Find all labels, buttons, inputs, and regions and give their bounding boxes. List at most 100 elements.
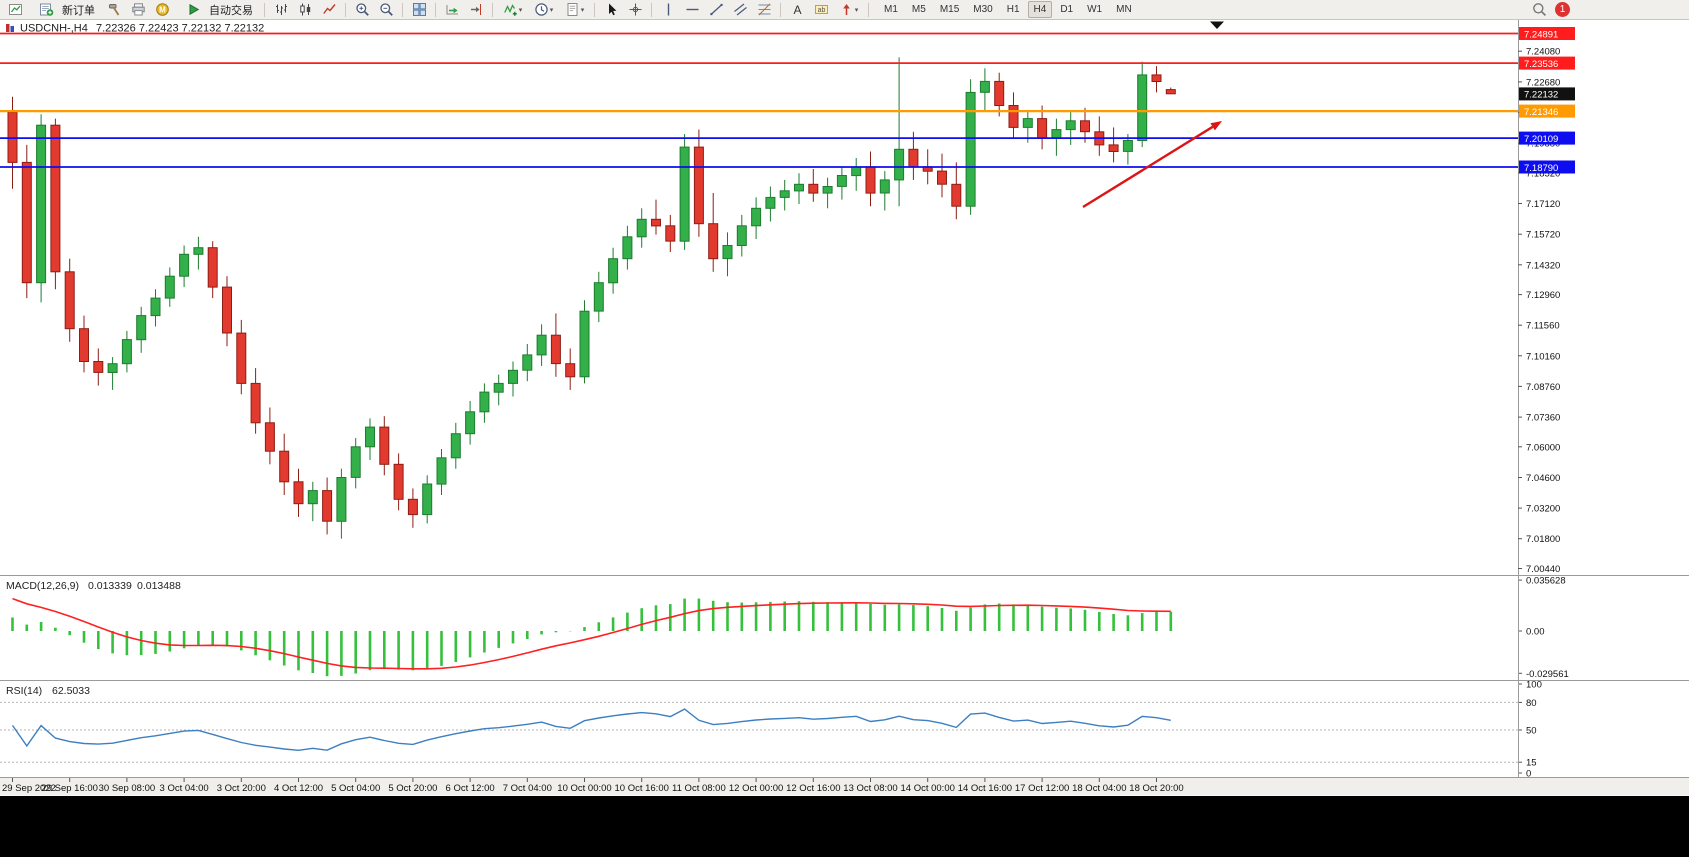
- timeframe-m5[interactable]: M5: [911, 4, 926, 15]
- text-icon[interactable]: A: [786, 0, 808, 20]
- fibonacci-icon[interactable]: [753, 0, 775, 20]
- candle: [50, 124, 61, 273]
- tile-windows-icon[interactable]: [408, 0, 430, 20]
- auto-scroll-icon[interactable]: [441, 0, 463, 20]
- timeframe-w1[interactable]: W1: [1087, 4, 1103, 15]
- time-label: 10 Oct 16:00: [614, 783, 668, 794]
- timeframe-h1[interactable]: H1: [1006, 4, 1020, 15]
- candle: [93, 361, 104, 373]
- candle: [322, 490, 333, 522]
- time-label: 18 Oct 04:00: [1072, 783, 1126, 794]
- candle: [493, 382, 504, 393]
- time-label: 14 Oct 16:00: [958, 783, 1012, 794]
- periods-dropdown-caret: ▾: [549, 6, 554, 14]
- hammer-icon[interactable]: [103, 0, 125, 20]
- autotrade-button[interactable]: 自动交易: [175, 1, 259, 19]
- candle: [207, 247, 218, 288]
- candle: [565, 363, 576, 378]
- candle: [450, 433, 461, 459]
- time-label: 13 Oct 08:00: [843, 783, 897, 794]
- horizontal-line-icon[interactable]: [681, 0, 703, 20]
- periods-icon[interactable]: ▾: [529, 0, 558, 20]
- time-label: 17 Oct 12:00: [1015, 783, 1069, 794]
- timeframe-m15[interactable]: M15: [939, 4, 960, 15]
- price-tick-label: 7.06000: [1526, 442, 1560, 453]
- zoom-out-icon[interactable]: [375, 0, 397, 20]
- price-badge-label: 7.22132: [1524, 90, 1558, 101]
- candle: [937, 170, 947, 185]
- price-badge: [1519, 56, 1575, 70]
- price-tick-label: 7.10160: [1526, 351, 1560, 362]
- timeframe-h4[interactable]: H4: [1027, 1, 1053, 18]
- trendline-icon[interactable]: [705, 0, 727, 20]
- print-icon[interactable]: [127, 0, 149, 20]
- candle: [436, 457, 447, 485]
- horizontal-level-lines[interactable]: [0, 32, 1518, 168]
- time-label: 11 Oct 08:00: [672, 783, 726, 794]
- time-label: 3 Oct 20:00: [217, 783, 266, 794]
- chart-shift-icon[interactable]: [465, 0, 487, 20]
- candle: [222, 286, 232, 334]
- timeframe-m1[interactable]: M1: [884, 4, 898, 15]
- candle: [236, 332, 247, 384]
- time-label: 12 Oct 00:00: [729, 783, 783, 794]
- indicators-icon[interactable]: ▾: [498, 0, 527, 20]
- candle: [1108, 144, 1119, 152]
- price-badge: [1519, 104, 1575, 118]
- rsi-tick-label: 50: [1526, 726, 1537, 737]
- candle: [1051, 129, 1062, 139]
- candle: [1137, 74, 1148, 141]
- templates-icon[interactable]: ▾: [560, 0, 589, 20]
- candle: [550, 334, 561, 365]
- price-badge-label: 7.23536: [1524, 59, 1558, 70]
- symbol-title-group: USDCNH-,H4 7.22326 7.22423 7.22132 7.221…: [6, 23, 264, 35]
- chart-background[interactable]: [0, 20, 1689, 796]
- rsi-value: 62.5033: [52, 685, 90, 697]
- timeframe-m30[interactable]: M30: [973, 4, 993, 15]
- price-axis[interactable]: 7.240807.226807.212807.198807.185207.171…: [1518, 47, 1560, 575]
- symbol-icon: [6, 24, 10, 32]
- timeframe-mn[interactable]: MN: [1116, 4, 1132, 15]
- zoom-in-icon[interactable]: [351, 0, 373, 20]
- bar-chart-icon[interactable]: [270, 0, 292, 20]
- text-label-icon[interactable]: ab: [810, 0, 832, 20]
- candle: [250, 382, 261, 424]
- search-icon[interactable]: [1528, 0, 1550, 20]
- candle: [293, 481, 304, 505]
- price-tick-label: 7.08760: [1526, 382, 1560, 393]
- notification-badge[interactable]: 1: [1555, 2, 1570, 17]
- candle: [136, 315, 147, 341]
- candle: [708, 223, 719, 260]
- candle: [164, 275, 175, 299]
- community-icon[interactable]: M: [151, 0, 173, 20]
- timeframe-d1[interactable]: D1: [1060, 4, 1074, 15]
- equidistant-channel-icon[interactable]: [729, 0, 751, 20]
- toolbar-separator: [868, 2, 869, 17]
- candle: [951, 183, 962, 207]
- candle: [264, 422, 275, 452]
- new-order-button[interactable]: 新订单: [28, 1, 101, 19]
- candle: [479, 391, 490, 413]
- crosshair-icon[interactable]: [624, 0, 646, 20]
- trend-arrow[interactable]: [1082, 121, 1222, 209]
- vertical-line-icon[interactable]: [657, 0, 679, 20]
- arrows-tool-icon[interactable]: ▾: [834, 0, 863, 20]
- candle: [407, 498, 418, 516]
- chart-title: USDCNH-,H4: [20, 23, 88, 35]
- toolbar-separator: [264, 2, 265, 17]
- new-chart-icon[interactable]: [4, 0, 26, 20]
- rsi-tick-label: 0: [1526, 769, 1531, 780]
- candle-chart-icon[interactable]: [294, 0, 316, 20]
- symbol-icon-2: [10, 26, 14, 32]
- macd-value: 0.013339: [88, 580, 132, 592]
- cursor-icon[interactable]: [600, 0, 622, 20]
- line-chart-icon[interactable]: [318, 0, 340, 20]
- candle: [908, 148, 919, 168]
- chart-shift-marker[interactable]: [1210, 21, 1224, 30]
- price-badge-label: 7.24891: [1524, 29, 1558, 40]
